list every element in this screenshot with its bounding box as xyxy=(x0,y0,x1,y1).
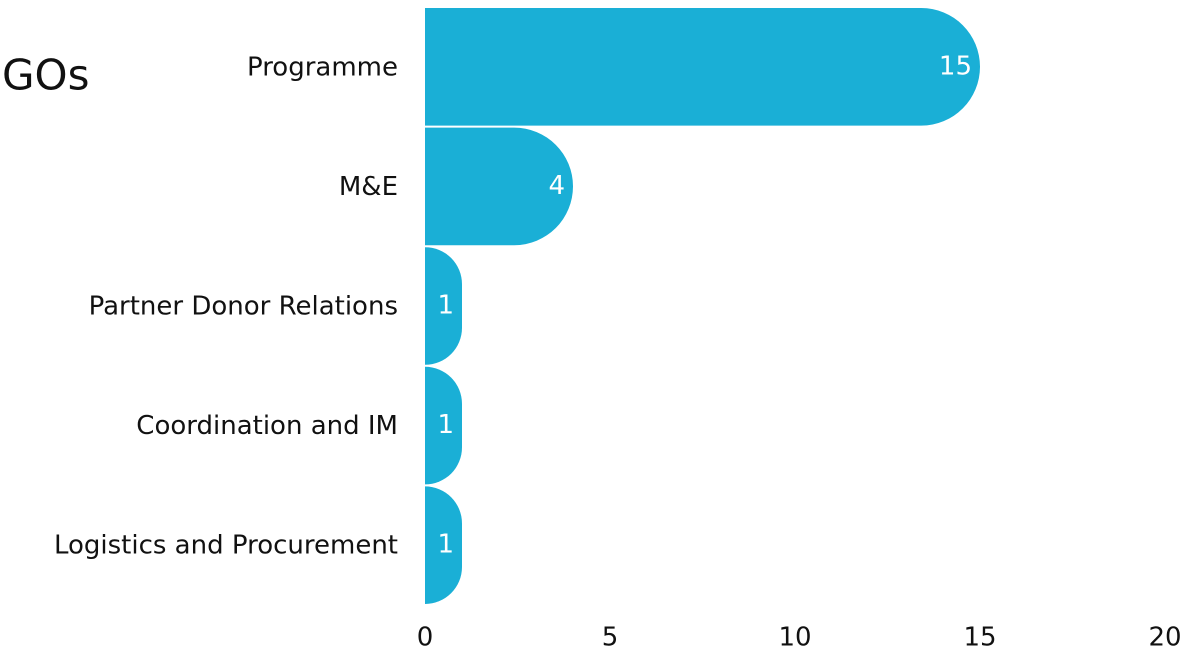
value-label: 1 xyxy=(437,410,454,440)
bar xyxy=(425,8,980,126)
x-tick-label: 15 xyxy=(963,623,996,651)
bar xyxy=(425,127,573,246)
value-label: 1 xyxy=(437,530,454,560)
chart-title: GOs xyxy=(2,51,90,100)
x-tick-label: 20 xyxy=(1148,623,1181,651)
value-label: 4 xyxy=(548,171,565,201)
y-tick-label: M&E xyxy=(339,172,398,202)
value-label: 15 xyxy=(939,51,972,81)
value-label: 1 xyxy=(437,291,454,321)
y-tick-label: Coordination and IM xyxy=(136,411,398,441)
y-tick-label: Logistics and Procurement xyxy=(54,531,398,561)
y-tick-label: Programme xyxy=(247,52,398,82)
bar xyxy=(425,486,462,604)
bar xyxy=(425,366,462,485)
x-tick-label: 5 xyxy=(602,623,619,651)
bar xyxy=(425,247,462,365)
y-tick-label: Partner Donor Relations xyxy=(89,292,398,322)
x-tick-label: 10 xyxy=(778,623,811,651)
x-tick-label: 0 xyxy=(417,623,434,651)
